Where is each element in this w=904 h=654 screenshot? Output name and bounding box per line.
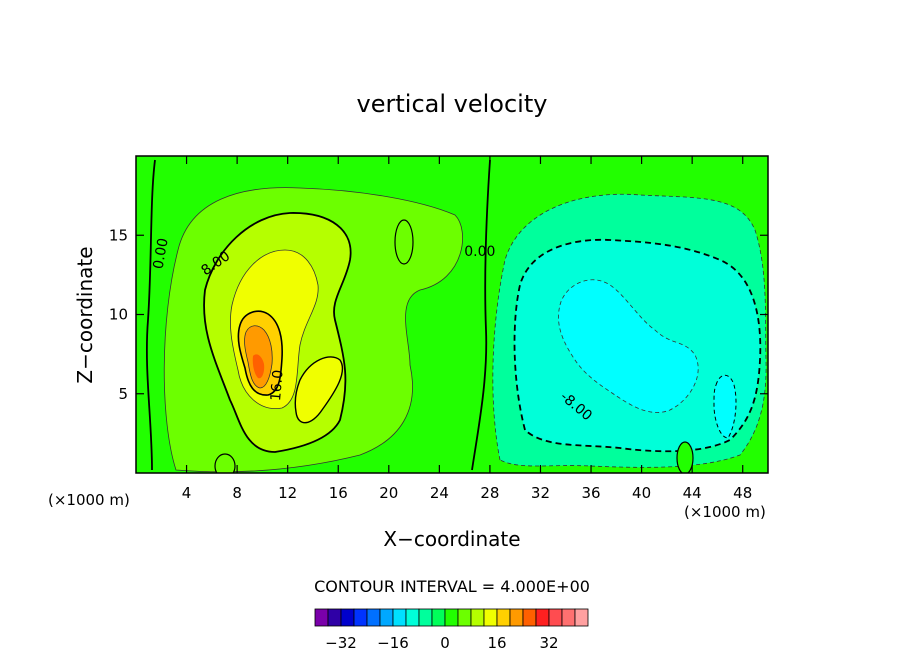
colorbar-swatch [366, 608, 381, 627]
x-tick-label: 4 [182, 484, 192, 502]
colorbar-swatch [522, 608, 537, 627]
contour-interval-text: CONTOUR INTERVAL = 4.000E+00 [314, 577, 590, 596]
colorbar-swatch [392, 608, 407, 627]
y-axis-label: Z−coordinate [73, 246, 97, 383]
colorbar-swatch [405, 608, 420, 627]
x-tick-label: 24 [430, 484, 449, 502]
x-unit-right: (×1000 m) [684, 503, 766, 521]
colorbar-swatch [418, 608, 433, 627]
colorbar-swatch [509, 608, 524, 627]
contour-label: 16.0 [268, 369, 287, 401]
colorbar-swatch [470, 608, 485, 627]
colorbar-swatch [457, 608, 472, 627]
x-tick-label: 48 [733, 484, 752, 502]
updraft-secondary-lobe [294, 356, 344, 424]
colorbar-tick-label: −32 [325, 634, 357, 652]
colorbar-swatch [483, 608, 498, 627]
colorbar-swatch [535, 608, 550, 627]
chart-title: vertical velocity [357, 90, 548, 118]
colorbar-swatch [314, 608, 329, 627]
x-tick-label: 40 [632, 484, 651, 502]
x-tick-label: 16 [329, 484, 348, 502]
contour-label: 0.00 [464, 244, 495, 260]
colorbar-swatch [431, 608, 446, 627]
x-tick-label: 28 [480, 484, 499, 502]
colorbar-swatch [548, 608, 563, 627]
x-tick-label: 32 [531, 484, 550, 502]
colorbar-swatch [444, 608, 459, 627]
x-tick-label: 36 [581, 484, 600, 502]
zero-contour-middle [471, 159, 491, 471]
colorbar [314, 608, 589, 627]
x-tick-label: 44 [683, 484, 702, 502]
colorbar-labels: −32 −16 0 16 32 [325, 634, 558, 652]
colorbar-swatch [496, 608, 511, 627]
small-cell-3 [676, 441, 694, 473]
plot-area [136, 156, 768, 473]
x-tick-label: 20 [379, 484, 398, 502]
x-unit-left: (×1000 m) [48, 491, 130, 509]
colorbar-tick-label: 0 [440, 634, 450, 652]
colorbar-swatch [353, 608, 368, 627]
colorbar-swatch [340, 608, 355, 627]
contour-fill-level-neg12 [558, 279, 699, 413]
colorbar-swatch [327, 608, 342, 627]
y-tick-label: 15 [109, 226, 128, 244]
colorbar-swatch [561, 608, 576, 627]
contour-label: 0.00 [151, 237, 172, 270]
colorbar-tick-label: 32 [539, 634, 558, 652]
colorbar-tick-label: 16 [487, 634, 506, 652]
x-axis-label: X−coordinate [383, 527, 520, 551]
x-tick-label: 12 [278, 484, 297, 502]
downdraft-small-cell [713, 374, 737, 439]
colorbar-swatch [379, 608, 394, 627]
colorbar-swatch [574, 608, 589, 627]
x-axis-ticks: 4 8 12 16 20 24 28 32 36 40 44 48 [182, 156, 752, 502]
contour-fill-level-24 [252, 354, 265, 379]
colorbar-tick-label: −16 [377, 634, 409, 652]
y-tick-label: 10 [109, 306, 128, 324]
zero-contour-left [146, 159, 156, 471]
y-tick-label: 5 [118, 385, 128, 403]
small-cell-1 [214, 453, 236, 473]
y-axis-ticks: 5 10 15 [109, 226, 768, 403]
small-cell-2 [394, 219, 414, 265]
x-tick-label: 8 [232, 484, 242, 502]
